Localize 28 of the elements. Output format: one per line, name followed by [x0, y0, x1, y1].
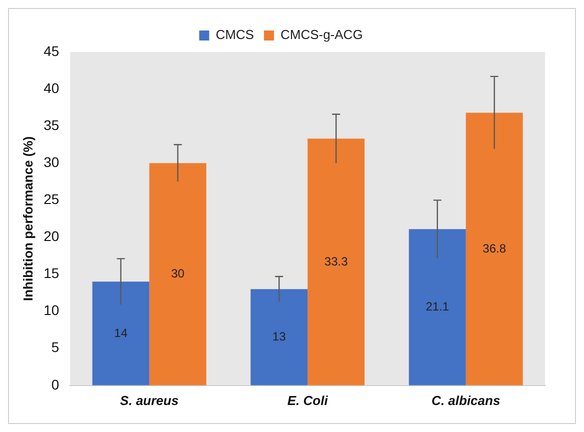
y-tick-label: 15 — [44, 265, 60, 282]
data-label: 14 — [114, 326, 128, 340]
y-tick-label: 25 — [44, 191, 60, 208]
y-tick-label: 0 — [51, 376, 60, 392]
bar — [408, 229, 466, 386]
bar — [250, 289, 308, 386]
data-label: 33.3 — [324, 254, 348, 268]
bar — [308, 138, 365, 386]
bar — [92, 282, 150, 386]
legend-label: CMCS-g-ACG — [280, 27, 363, 42]
y-tick-label: 40 — [44, 80, 60, 96]
data-label: 36.8 — [482, 241, 506, 256]
x-tick-label: E. Coli — [287, 392, 328, 408]
y-axis-title: Inhibition performance (%) — [20, 136, 36, 302]
y-tick-label: 5 — [51, 339, 60, 356]
data-label: 21.1 — [426, 300, 450, 314]
x-tick-label: S. aureus — [120, 392, 179, 408]
legend-label: CMCS — [216, 27, 254, 42]
y-tick-label: 10 — [44, 302, 60, 318]
y-tick-label: 35 — [44, 116, 60, 133]
x-tick-label: C. albicans — [432, 392, 500, 408]
y-tick-label: 30 — [44, 154, 60, 170]
y-tick-label: 20 — [44, 228, 60, 244]
y-tick-label: 45 — [44, 42, 60, 59]
bar — [149, 163, 206, 386]
data-label: 13 — [272, 330, 286, 344]
data-label: 30 — [171, 266, 185, 281]
bar — [466, 112, 523, 386]
